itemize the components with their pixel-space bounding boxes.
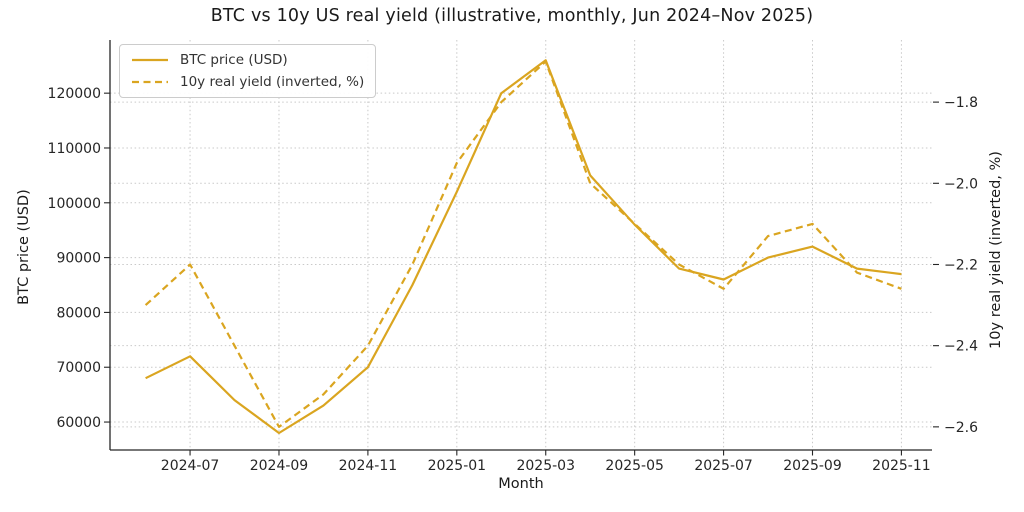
real-yield-line bbox=[144, 60, 902, 428]
x-tick-label: 2024-09 bbox=[250, 458, 309, 474]
legend: BTC price (USD) 10y real yield (inverted… bbox=[119, 44, 377, 99]
y-left-tick-label: 60000 bbox=[56, 415, 101, 431]
x-tick-label: 2025-07 bbox=[694, 458, 753, 474]
x-tick-label: 2025-03 bbox=[516, 458, 575, 474]
x-tick-label: 2024-11 bbox=[339, 458, 398, 474]
data-series bbox=[144, 59, 902, 435]
y-left-tick-label: 110000 bbox=[48, 141, 101, 157]
y-right-tick-label: −2.4 bbox=[944, 339, 978, 355]
x-tick-label: 2025-11 bbox=[872, 458, 931, 474]
x-tick-label: 2024-07 bbox=[161, 458, 220, 474]
y-left-tick-label: 100000 bbox=[48, 196, 101, 212]
y-left-tick-label: 80000 bbox=[56, 305, 101, 321]
y-left-tick-label: 90000 bbox=[56, 251, 101, 267]
tick-labels: 2024-07 2024-09 2024-11 2025-01 2025-03 2025-… bbox=[48, 86, 979, 474]
y-left-tick-label: 120000 bbox=[48, 86, 101, 102]
dashed-line-swatch-icon bbox=[132, 81, 168, 84]
x-axis-label: Month bbox=[498, 476, 544, 492]
chart-title: BTC vs 10y US real yield (illustrative, … bbox=[210, 6, 814, 26]
y-axis-label-left: BTC price (USD) bbox=[16, 189, 32, 305]
x-tick-label: 2025-09 bbox=[783, 458, 842, 474]
x-tick-label: 2025-05 bbox=[605, 458, 664, 474]
legend-label-real-yield: 10y real yield (inverted, %) bbox=[180, 74, 365, 91]
y-right-tick-label: −2.6 bbox=[944, 420, 978, 436]
gridlines bbox=[110, 40, 932, 450]
legend-label-btc-price: BTC price (USD) bbox=[180, 52, 288, 68]
tick-marks bbox=[104, 92, 939, 456]
legend-item-real-yield: 10y real yield (inverted, %) bbox=[131, 74, 364, 90]
y-axis-label-right: 10y real yield (inverted, %) bbox=[988, 151, 1004, 349]
axis-spines bbox=[109, 40, 932, 451]
y-right-tick-label: −2.0 bbox=[944, 176, 978, 192]
y-right-tick-label: −1.8 bbox=[944, 95, 978, 111]
legend-item-btc-price: BTC price (USD) bbox=[131, 52, 364, 68]
solid-line-swatch-icon bbox=[132, 58, 168, 62]
y-right-tick-label: −2.2 bbox=[944, 257, 978, 273]
btc-price-line bbox=[145, 59, 902, 435]
x-tick-label: 2025-01 bbox=[428, 458, 487, 474]
y-left-tick-label: 70000 bbox=[56, 360, 101, 376]
